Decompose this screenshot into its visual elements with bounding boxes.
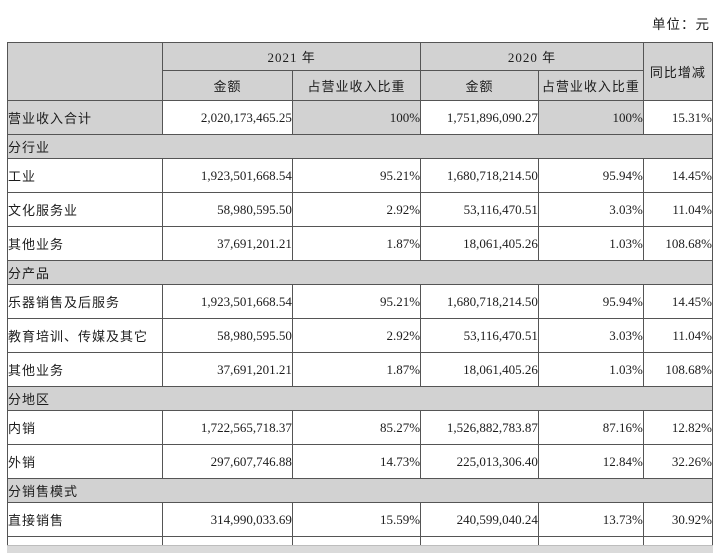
table-row-domestic-sales: 内销 1,722,565,718.37 85.27% 1,526,882,783…	[6, 410, 714, 445]
amount-2021: 2,020,173,465.25	[162, 100, 293, 135]
share-2020: 3.03%	[537, 318, 644, 353]
yoy-change: 12.82%	[642, 410, 714, 445]
section-label: 分销售模式	[7, 478, 713, 503]
header-share-2021: 占营业收入比重	[291, 70, 422, 101]
table-row-industrial: 工业 1,923,501,668.54 95.21% 1,680,718,214…	[6, 158, 714, 193]
table-row-total-revenue: 营业收入合计 2,020,173,465.25 100% 1,751,896,0…	[6, 100, 714, 135]
row-label: 教育培训、传媒及其它	[6, 318, 164, 353]
share-2020: 1.03%	[537, 226, 644, 261]
amount-2021: 58,980,595.50	[162, 192, 293, 227]
row-label: 文化服务业	[6, 192, 164, 227]
amount-2021: 37,691,201.21	[162, 352, 293, 387]
table-row-cultural-services: 文化服务业 58,980,595.50 2.92% 53,116,470.51 …	[6, 192, 714, 227]
amount-2021: 1,923,501,668.54	[162, 284, 293, 319]
share-2020: 12.84%	[537, 444, 644, 479]
next-section-band-cutoff	[7, 545, 713, 553]
header-amount-2021: 金额	[162, 70, 293, 101]
yoy-change: 32.26%	[642, 444, 714, 479]
share-2020: 100%	[537, 100, 644, 135]
table-row-other-business-product: 其他业务 37,691,201.21 1.87% 18,061,405.26 1…	[6, 352, 714, 387]
share-2021: 15.59%	[291, 502, 422, 537]
yoy-change: 15.31%	[642, 100, 714, 135]
table-row-education-media: 教育培训、传媒及其它 58,980,595.50 2.92% 53,116,47…	[6, 318, 714, 353]
share-2020: 95.94%	[537, 284, 644, 319]
share-2021: 14.73%	[291, 444, 422, 479]
yoy-change: 108.68%	[642, 352, 714, 387]
share-2021: 2.92%	[291, 318, 422, 353]
table-row-direct-sales: 直接销售 314,990,033.69 15.59% 240,599,040.2…	[6, 502, 714, 537]
amount-2021: 1,722,565,718.37	[162, 410, 293, 445]
unit-label: 单位：元	[652, 17, 710, 32]
share-2021: 1.87%	[291, 226, 422, 261]
amount-2021: 58,980,595.50	[162, 318, 293, 353]
row-label: 外销	[6, 444, 164, 479]
share-2020: 3.03%	[537, 192, 644, 227]
header-yoy-change: 同比增减	[642, 42, 714, 101]
revenue-breakdown-table: 2021 年 2020 年 同比增减 金额 占营业收入比重 金额 占营业收入比重…	[6, 42, 714, 553]
header-amount-2020: 金额	[420, 70, 539, 101]
amount-2020: 18,061,405.26	[420, 352, 539, 387]
share-2020: 95.94%	[537, 158, 644, 193]
amount-2020: 225,013,306.40	[420, 444, 539, 479]
table-row-export-sales: 外销 297,607,746.88 14.73% 225,013,306.40 …	[6, 444, 714, 479]
share-2021: 95.21%	[291, 158, 422, 193]
amount-2021: 314,990,033.69	[162, 502, 293, 537]
yoy-change: 11.04%	[642, 318, 714, 353]
amount-2021: 297,607,746.88	[162, 444, 293, 479]
row-label: 其他业务	[6, 226, 164, 261]
section-row-by-region: 分地区	[7, 386, 713, 411]
header-share-2020: 占营业收入比重	[537, 70, 644, 101]
yoy-change: 11.04%	[642, 192, 714, 227]
amount-2020: 1,680,718,214.50	[420, 284, 539, 319]
section-label: 分地区	[7, 386, 713, 411]
amount-2020: 1,526,882,783.87	[420, 410, 539, 445]
amount-2020: 1,751,896,090.27	[420, 100, 539, 135]
table-row-instrument-sales: 乐器销售及后服务 1,923,501,668.54 95.21% 1,680,7…	[6, 284, 714, 319]
amount-2020: 53,116,470.51	[420, 318, 539, 353]
yoy-change: 30.92%	[642, 502, 714, 537]
table-header-row-years: 2021 年 2020 年 同比增减	[6, 42, 714, 101]
share-2021: 1.87%	[291, 352, 422, 387]
header-blank-cell	[6, 42, 164, 101]
yoy-change: 14.45%	[642, 284, 714, 319]
yoy-change: 14.45%	[642, 158, 714, 193]
row-label: 其他业务	[6, 352, 164, 387]
section-row-by-product: 分产品	[7, 260, 713, 285]
share-2021: 95.21%	[291, 284, 422, 319]
row-label: 工业	[6, 158, 164, 193]
share-2021: 85.27%	[291, 410, 422, 445]
share-2020: 1.03%	[537, 352, 644, 387]
share-2021: 2.92%	[291, 192, 422, 227]
amount-2020: 1,680,718,214.50	[420, 158, 539, 193]
amount-2020: 18,061,405.26	[420, 226, 539, 261]
section-row-by-sales-model: 分销售模式	[7, 478, 713, 503]
header-year-2020: 2020 年	[420, 42, 644, 71]
amount-2020: 240,599,040.24	[420, 502, 539, 537]
row-label: 内销	[6, 410, 164, 445]
section-label: 分产品	[7, 260, 713, 285]
section-label: 分行业	[7, 134, 713, 159]
header-year-2021: 2021 年	[162, 42, 422, 71]
row-label: 营业收入合计	[6, 100, 164, 135]
amount-2021: 1,923,501,668.54	[162, 158, 293, 193]
table-row-other-business-industry: 其他业务 37,691,201.21 1.87% 18,061,405.26 1…	[6, 226, 714, 261]
amount-2021: 37,691,201.21	[162, 226, 293, 261]
amount-2020: 53,116,470.51	[420, 192, 539, 227]
section-row-by-industry: 分行业	[7, 134, 713, 159]
share-2021: 100%	[291, 100, 422, 135]
row-label: 直接销售	[6, 502, 164, 537]
share-2020: 13.73%	[537, 502, 644, 537]
share-2020: 87.16%	[537, 410, 644, 445]
row-label: 乐器销售及后服务	[6, 284, 164, 319]
yoy-change: 108.68%	[642, 226, 714, 261]
table-header-row-metrics: 金额 占营业收入比重 金额 占营业收入比重	[8, 70, 713, 101]
